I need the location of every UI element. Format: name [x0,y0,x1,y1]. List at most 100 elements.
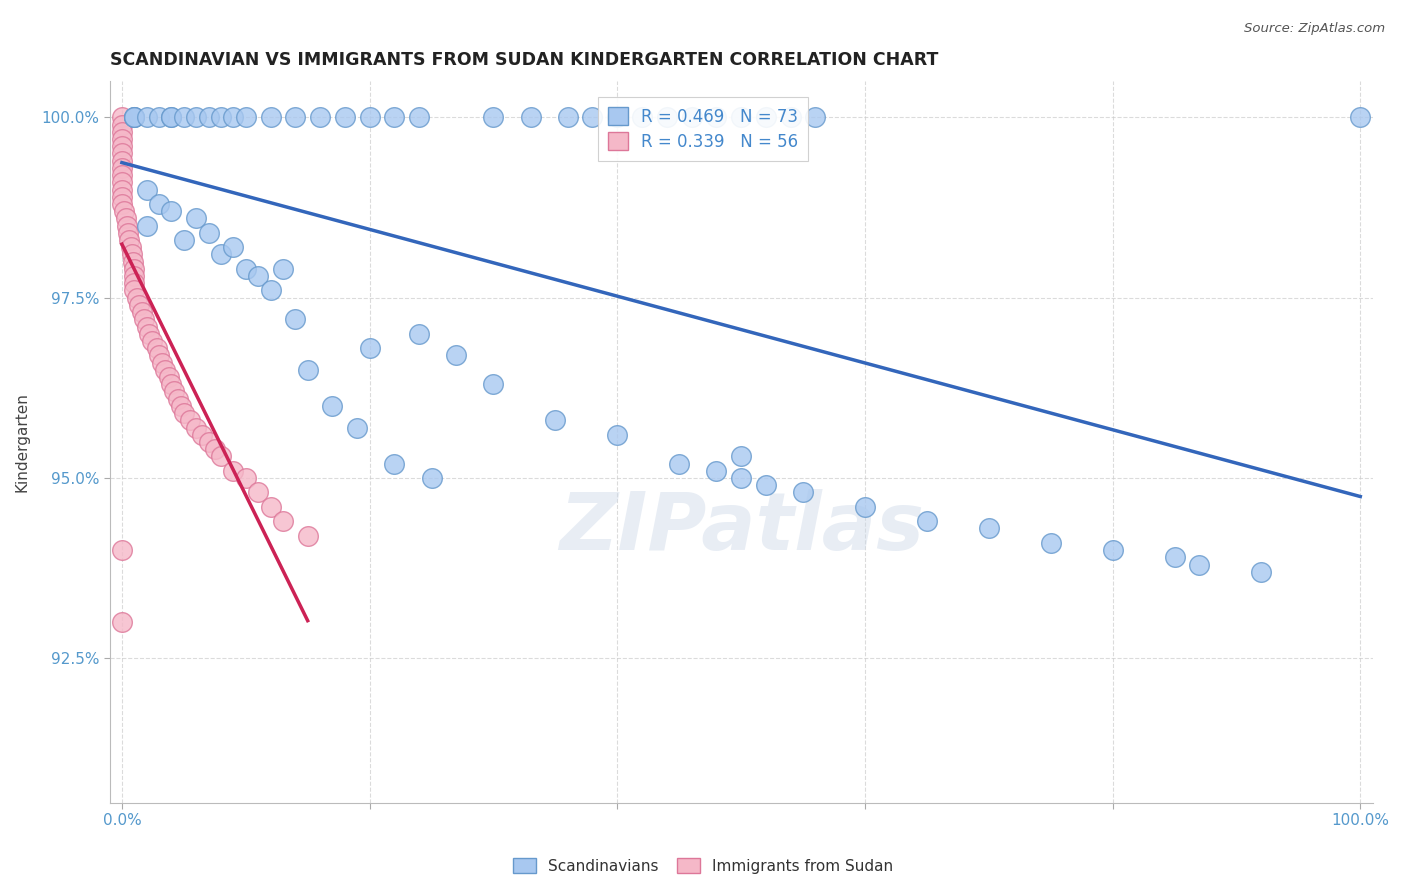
Point [111,182,134,196]
Point [359,111,381,125]
Legend: Scandinavians, Immigrants from Sudan: Scandinavians, Immigrants from Sudan [506,852,900,880]
Point [631,111,654,125]
Point [124,261,146,276]
Y-axis label: Kindergarten: Kindergarten [15,392,30,491]
Point [135,319,157,334]
Point [115,219,138,233]
Point [1039,536,1062,550]
Point [482,111,505,125]
Point [197,226,219,240]
Point [209,450,232,464]
Point [118,233,141,247]
Point [544,413,567,427]
Point [977,521,1000,535]
Point [135,182,157,196]
Point [135,111,157,125]
Point [173,406,195,420]
Point [755,111,778,125]
Point [359,341,381,355]
Point [111,118,134,132]
Point [222,111,245,125]
Point [145,341,167,355]
Point [124,111,146,125]
Point [247,485,270,500]
Point [148,197,170,211]
Point [111,615,134,630]
Point [148,111,170,125]
Point [124,111,146,125]
Point [125,291,148,305]
Point [197,434,219,449]
Point [755,478,778,492]
Point [138,326,160,341]
Point [173,111,195,125]
Point [420,471,443,485]
Point [284,312,307,326]
Point [1188,558,1211,572]
Point [606,427,628,442]
Point [124,277,146,291]
Point [160,111,183,125]
Point [730,471,752,485]
Point [111,146,134,161]
Point [222,464,245,478]
Point [121,247,143,261]
Point [111,543,134,558]
Point [235,111,257,125]
Point [482,377,505,392]
Point [163,384,186,399]
Point [247,268,270,283]
Point [111,153,134,168]
Point [581,111,603,125]
Text: Source: ZipAtlas.com: Source: ZipAtlas.com [1244,22,1385,36]
Point [111,125,134,139]
Point [446,348,468,362]
Point [382,111,405,125]
Point [124,268,146,283]
Point [853,500,876,514]
Point [114,211,136,226]
Point [792,485,814,500]
Point [111,175,134,189]
Point [157,370,180,384]
Point [120,240,142,254]
Point [730,111,752,125]
Point [704,464,727,478]
Point [681,111,703,125]
Point [284,111,307,125]
Point [135,219,157,233]
Legend: R = 0.469   N = 73, R = 0.339   N = 56: R = 0.469 N = 73, R = 0.339 N = 56 [598,97,808,161]
Point [1101,543,1123,558]
Point [160,111,183,125]
Point [804,111,827,125]
Text: ZIPatlas: ZIPatlas [558,490,924,567]
Point [235,471,257,485]
Point [730,450,752,464]
Point [408,111,430,125]
Point [122,254,145,268]
Point [209,111,232,125]
Point [197,111,219,125]
Point [150,356,173,370]
Point [155,363,177,377]
Point [606,111,628,125]
Point [519,111,541,125]
Point [297,529,319,543]
Point [271,514,294,528]
Point [1250,565,1272,579]
Point [131,305,153,319]
Point [173,233,195,247]
Point [111,132,134,146]
Point [915,514,938,528]
Point [1348,111,1371,125]
Point [779,111,801,125]
Point [166,392,188,406]
Point [1163,550,1185,565]
Point [235,261,257,276]
Point [124,111,146,125]
Point [557,111,579,125]
Point [309,111,332,125]
Point [128,298,150,312]
Point [117,226,139,240]
Point [259,111,281,125]
